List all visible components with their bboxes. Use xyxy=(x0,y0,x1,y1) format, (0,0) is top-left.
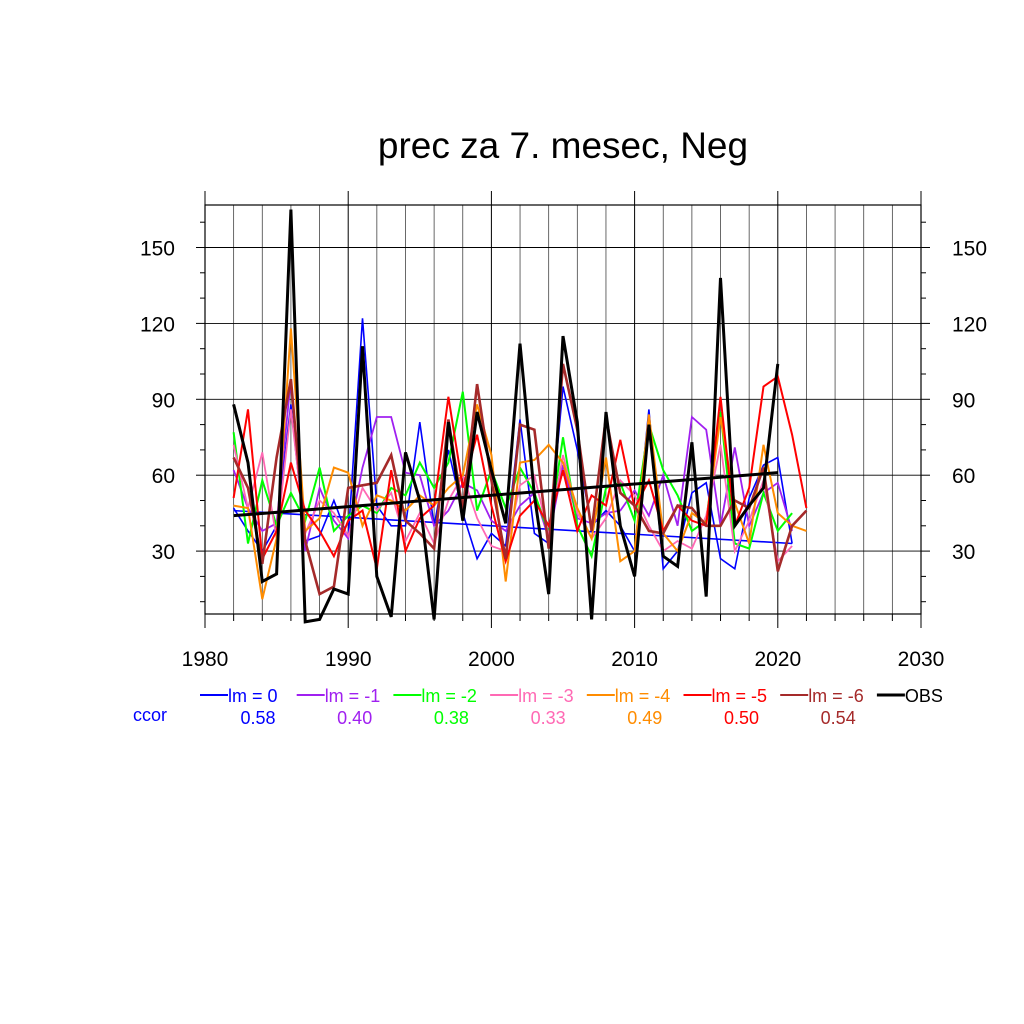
series-lines xyxy=(232,209,808,624)
x-tick-label: 1990 xyxy=(325,648,372,671)
legend-entry-name: lm = 0 xyxy=(228,686,278,706)
legend-entry-name: lm = -1 xyxy=(325,686,381,706)
y-tick-label-left: 60 xyxy=(152,465,175,488)
series-line-7 xyxy=(232,209,780,624)
legend-entry-value: 0.54 xyxy=(821,708,856,728)
series-line-6 xyxy=(232,363,808,597)
y-tick-label-right: 60 xyxy=(952,465,975,488)
legend-entry-name: lm = -3 xyxy=(518,686,574,706)
legend-entry-name: lm = -4 xyxy=(615,686,671,706)
plot-frame xyxy=(204,204,922,615)
legend-entry-value: 0.33 xyxy=(531,708,566,728)
legend-entry-value: 0.38 xyxy=(434,708,469,728)
legend-ccor-label: ccor xyxy=(133,705,167,725)
chart-title: prec za 7. mesec, Neg xyxy=(378,125,748,166)
legend-entry-name: lm = -6 xyxy=(808,686,864,706)
legend-entry-value: 0.49 xyxy=(627,708,662,728)
grid-lines xyxy=(205,205,921,614)
axis-ticks xyxy=(196,191,930,628)
legend-entry-name: lm = -2 xyxy=(421,686,477,706)
legend-entry-name: lm = -5 xyxy=(712,686,768,706)
y-tick-label-right: 150 xyxy=(952,238,987,261)
x-tick-label: 2000 xyxy=(468,648,515,671)
y-tick-label-left: 30 xyxy=(152,541,175,564)
trend-line-7 xyxy=(233,471,778,518)
y-tick-label-right: 90 xyxy=(952,389,975,412)
y-tick-label-left: 120 xyxy=(140,313,175,336)
x-tick-label: 2030 xyxy=(898,648,945,671)
legend-entry-value: 0.40 xyxy=(337,708,372,728)
legend-entry-value: 0.50 xyxy=(724,708,759,728)
legend-entry-name: OBS xyxy=(905,686,943,706)
legend: ccor lm = 00.58 lm = -10.40 lm = -20.38 lm =… xyxy=(133,686,943,728)
x-tick-label: 2010 xyxy=(611,648,658,671)
y-tick-label-left: 150 xyxy=(140,238,175,261)
x-tick-label: 1980 xyxy=(182,648,229,671)
y-tick-label-right: 30 xyxy=(952,541,975,564)
axis-tick-labels: 1980 1990 2000 2010 2020 2030 30 30 60 60 90 90 120 1… xyxy=(140,238,987,672)
legend-entry-value: 0.58 xyxy=(240,708,275,728)
y-tick-label-right: 120 xyxy=(952,313,987,336)
x-tick-label: 2020 xyxy=(754,648,801,671)
y-tick-label-left: 90 xyxy=(152,389,175,412)
